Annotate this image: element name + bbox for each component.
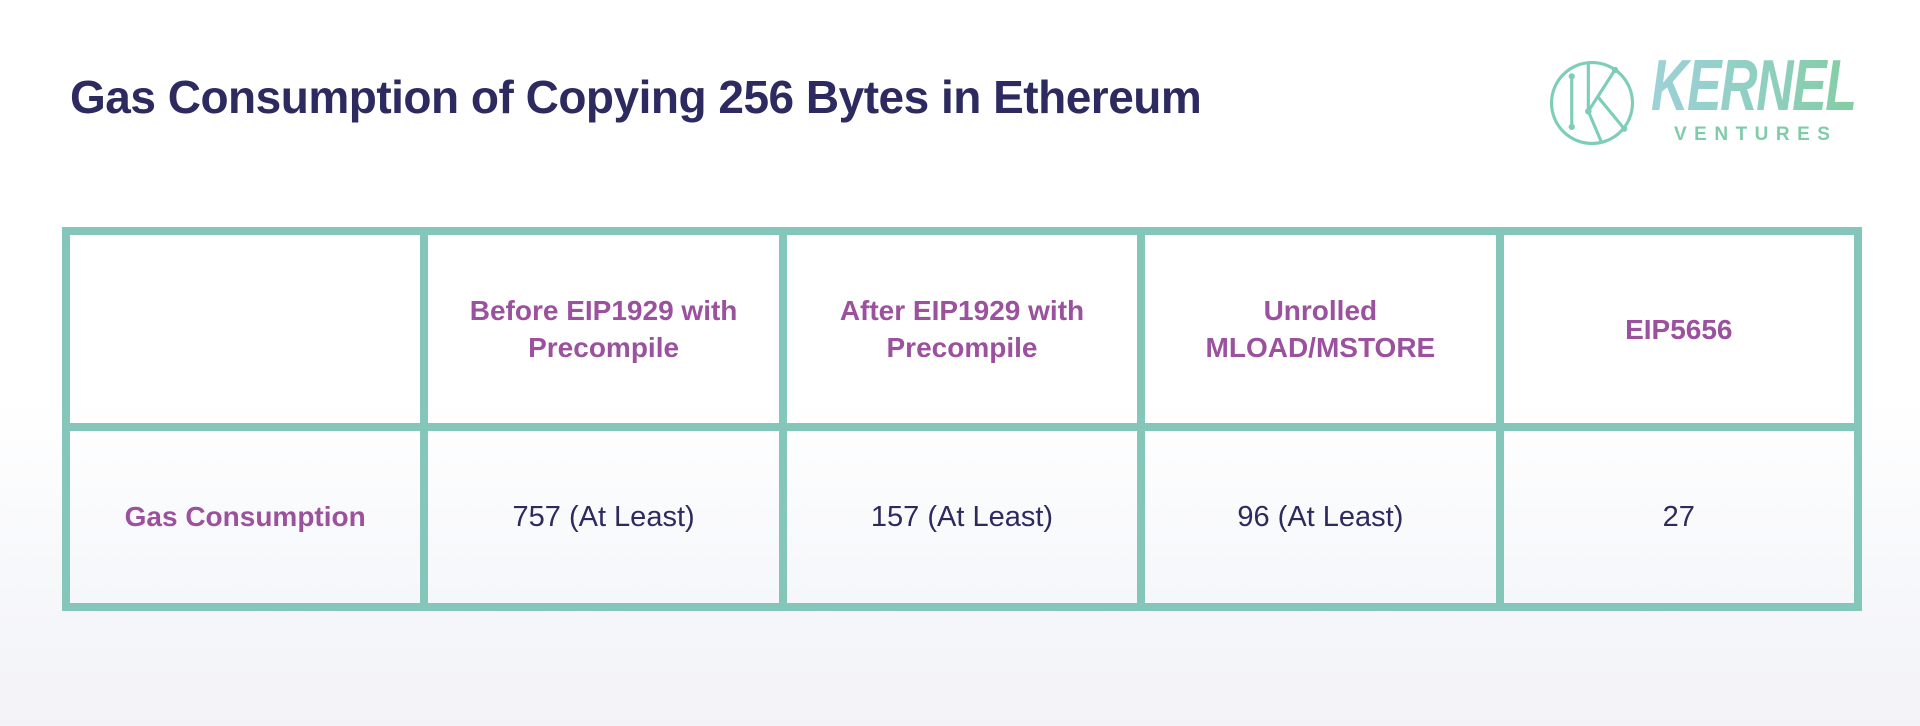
table-corner-cell <box>61 227 429 431</box>
column-header-after-eip1929: After EIP1929 with Precompile <box>778 227 1146 431</box>
kernel-logo-icon <box>1549 60 1635 146</box>
cell-after-eip1929-value: 157 (At Least) <box>778 423 1146 611</box>
cell-unrolled-mload-mstore-value: 96 (At Least) <box>1137 423 1504 611</box>
kernel-ventures-logo: KERNEL VENTURES <box>1546 46 1920 149</box>
column-header-eip5656: EIP5656 <box>1495 227 1863 431</box>
logo-subtitle: VENTURES <box>1674 124 1838 145</box>
table-header-row: Before EIP1929 with Precompile After EIP… <box>61 227 1863 431</box>
logo-wordmark: KERNEL <box>1651 46 1857 126</box>
column-header-unrolled-mload-mstore: Unrolled MLOAD/MSTORE <box>1137 227 1504 431</box>
gas-consumption-table: Before EIP1929 with Precompile After EIP… <box>61 227 1863 611</box>
table-row-gas-consumption: Gas Consumption 757 (At Least) 157 (At L… <box>61 423 1863 611</box>
row-label-gas-consumption: Gas Consumption <box>61 423 429 611</box>
column-header-before-eip1929: Before EIP1929 with Precompile <box>420 227 787 431</box>
cell-before-eip1929-value: 757 (At Least) <box>420 423 787 611</box>
page-title: Gas Consumption of Copying 256 Bytes in … <box>70 71 1202 123</box>
logo-text-block: KERNEL VENTURES <box>1651 46 1920 146</box>
cell-eip5656-value: 27 <box>1495 423 1863 611</box>
